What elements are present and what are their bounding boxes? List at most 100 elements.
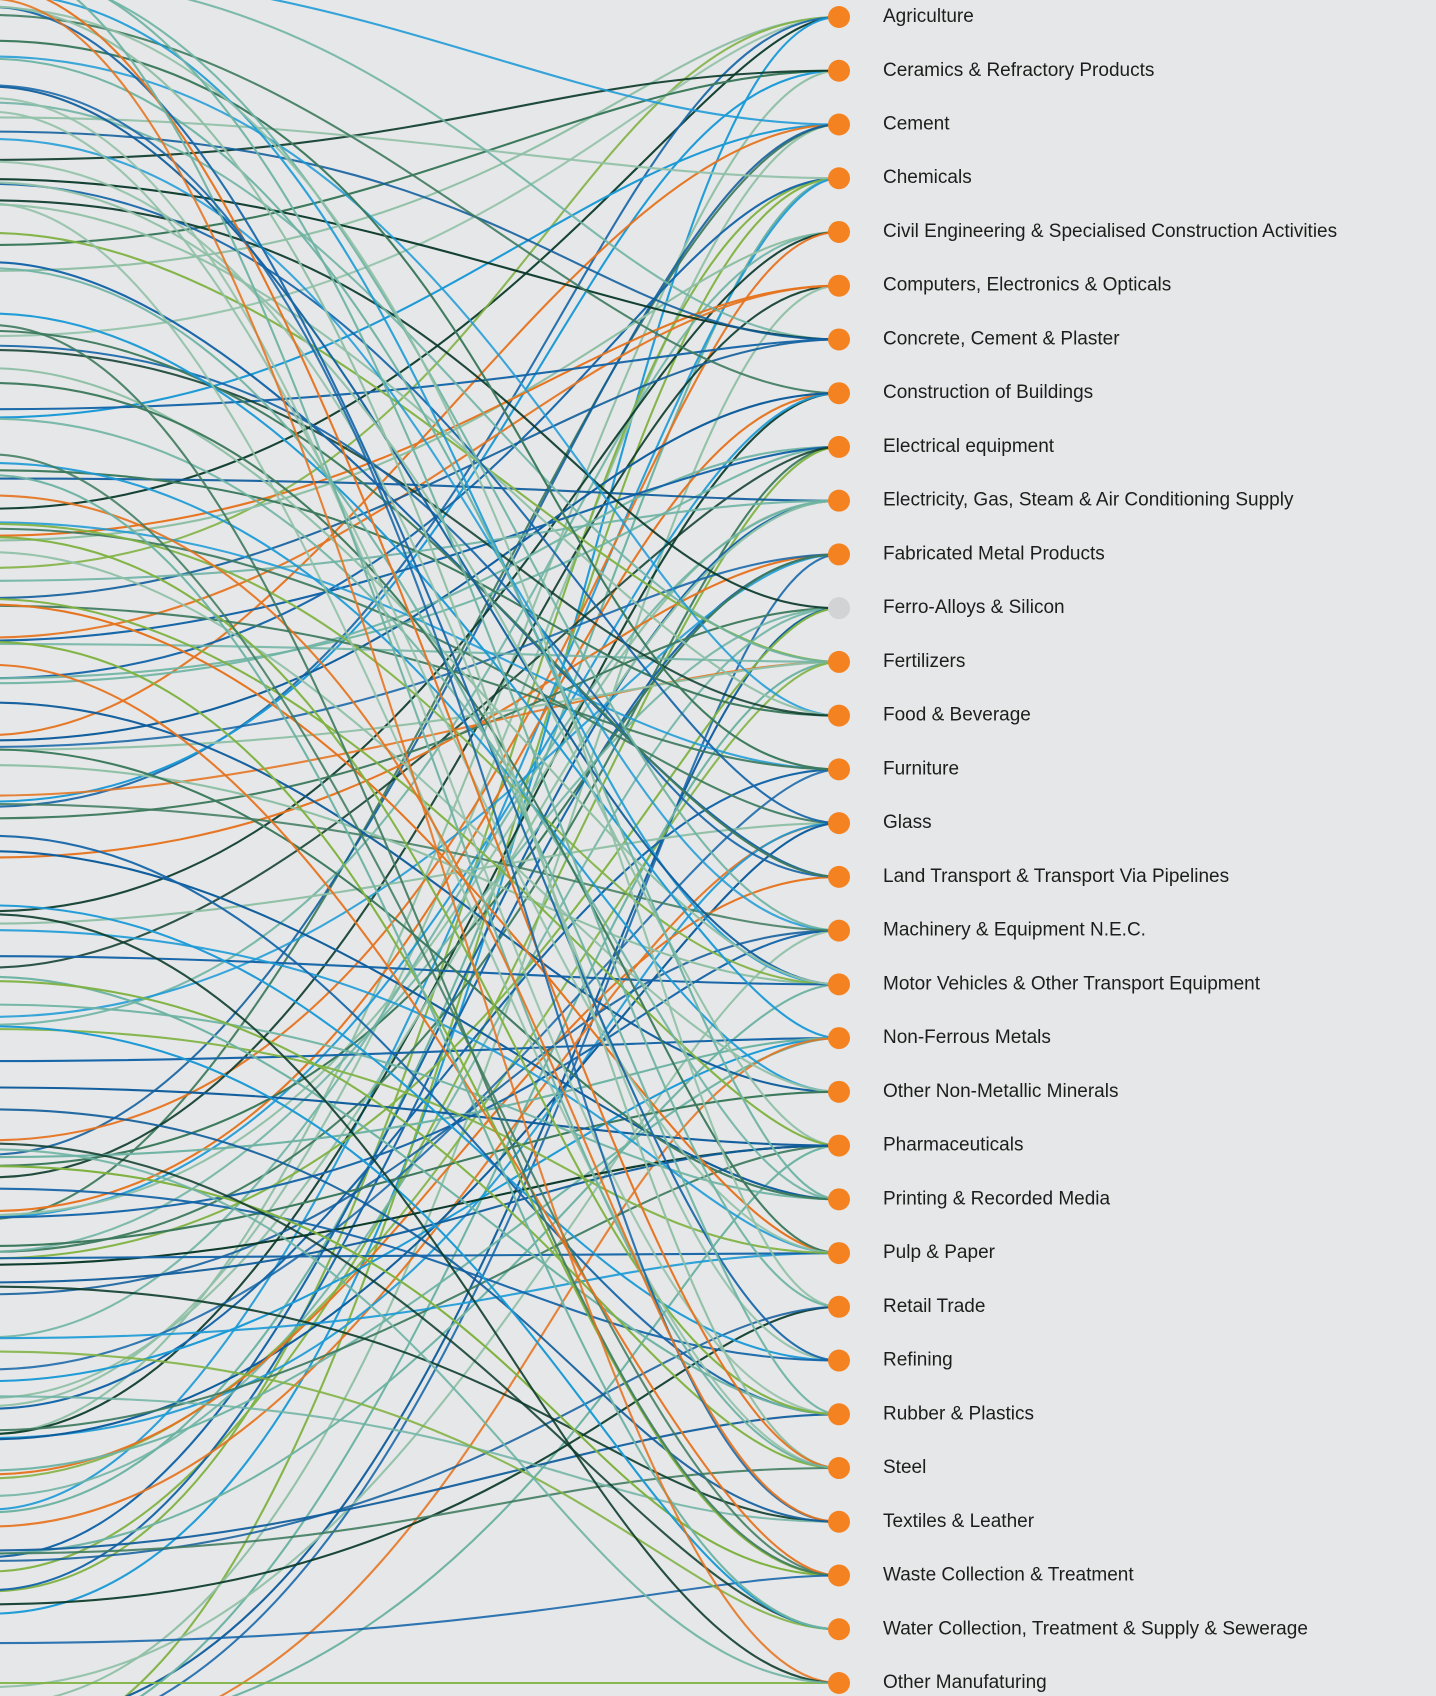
link bbox=[0, 598, 840, 1147]
link bbox=[0, 1142, 840, 1631]
node-dot bbox=[828, 1134, 850, 1157]
node-label: Agriculture bbox=[883, 6, 974, 27]
node-label: Electrical equipment bbox=[883, 436, 1055, 457]
link bbox=[0, 58, 840, 1201]
link bbox=[0, 330, 840, 878]
link bbox=[0, 607, 840, 1497]
link bbox=[0, 701, 840, 1093]
link bbox=[0, 1466, 840, 1555]
link bbox=[0, 39, 840, 771]
node-dot bbox=[828, 382, 850, 405]
node-dot bbox=[828, 650, 850, 673]
link bbox=[0, 1350, 840, 1631]
link bbox=[0, 445, 840, 685]
link bbox=[0, 1108, 840, 1523]
link bbox=[0, 55, 840, 717]
link bbox=[0, 1395, 840, 1523]
link bbox=[0, 1090, 840, 1247]
link bbox=[0, 822, 840, 1439]
link bbox=[0, 338, 840, 411]
link bbox=[0, 160, 840, 1362]
link bbox=[75, 0, 840, 1470]
link bbox=[0, 418, 840, 1201]
link bbox=[0, 983, 840, 1555]
link bbox=[107, 0, 840, 1308]
link bbox=[0, 116, 840, 180]
link bbox=[0, 768, 840, 1410]
node-label: Food & Beverage bbox=[883, 705, 1031, 726]
node-label: Steel bbox=[883, 1457, 926, 1478]
nodes: Agriculture Ceramics & Refractory Product… bbox=[828, 6, 1337, 1694]
link bbox=[0, 1148, 840, 1685]
link bbox=[0, 803, 840, 932]
node-dot bbox=[828, 220, 850, 243]
link bbox=[0, 6, 840, 1470]
link bbox=[0, 15, 840, 808]
link bbox=[0, 664, 840, 1577]
node-label: Fertilizers bbox=[883, 651, 965, 672]
link bbox=[0, 0, 840, 1685]
link bbox=[0, 123, 840, 1220]
link bbox=[218, 1037, 840, 1696]
link bbox=[0, 445, 840, 680]
node-label: Ferro-Alloys & Silicon bbox=[883, 597, 1065, 618]
link bbox=[0, 1144, 840, 1432]
link bbox=[0, 607, 840, 820]
node-label: Glass bbox=[883, 812, 932, 833]
link bbox=[0, 976, 840, 1416]
link bbox=[0, 822, 840, 925]
link bbox=[0, 284, 840, 1178]
link bbox=[0, 15, 840, 272]
link bbox=[0, 324, 840, 1577]
link bbox=[0, 1252, 840, 1260]
link bbox=[270, 0, 840, 126]
link bbox=[0, 875, 840, 1475]
node-dot bbox=[828, 167, 850, 190]
link bbox=[0, 1574, 840, 1645]
link bbox=[0, 230, 840, 1141]
node-label: Waste Collection & Treatment bbox=[883, 1565, 1134, 1586]
node-label: Motor Vehicles & Other Transport Equipme… bbox=[883, 973, 1261, 994]
link bbox=[0, 1413, 840, 1552]
node-dot bbox=[828, 1457, 850, 1480]
link bbox=[0, 15, 840, 337]
link bbox=[0, 101, 840, 663]
link bbox=[0, 14, 840, 395]
link bbox=[0, 1252, 840, 1340]
link bbox=[0, 553, 840, 1018]
link bbox=[0, 913, 840, 1685]
link bbox=[0, 469, 840, 717]
link bbox=[0, 955, 840, 986]
node-dot bbox=[828, 1349, 850, 1372]
node-label: Civil Engineering & Specialised Construc… bbox=[883, 221, 1337, 242]
node-label: Construction of Buildings bbox=[883, 382, 1093, 403]
link bbox=[0, 748, 840, 1201]
node-dot bbox=[828, 1188, 850, 1211]
link bbox=[0, 474, 840, 1631]
link bbox=[0, 177, 840, 1513]
link bbox=[0, 1305, 840, 1562]
node-dot bbox=[828, 1510, 850, 1533]
link bbox=[139, 660, 840, 1696]
node-label: Machinery & Equipment N.E.C. bbox=[883, 920, 1146, 941]
node-label: Other Manufaturing bbox=[883, 1672, 1047, 1693]
node-dot bbox=[828, 59, 850, 82]
node-dot bbox=[828, 1672, 850, 1694]
link bbox=[186, 0, 840, 341]
link bbox=[107, 0, 840, 932]
node-dot bbox=[828, 1242, 850, 1265]
link bbox=[0, 607, 840, 1260]
node-label: Refining bbox=[883, 1350, 953, 1371]
link bbox=[0, 1025, 840, 1631]
link bbox=[0, 553, 840, 859]
link bbox=[0, 454, 840, 1577]
link bbox=[0, 1086, 840, 1147]
node-dot bbox=[828, 1080, 850, 1103]
link bbox=[44, 0, 840, 1470]
link bbox=[158, 553, 840, 1696]
node-label: Furniture bbox=[883, 758, 959, 779]
node-label: Computers, Electronics & Opticals bbox=[883, 275, 1171, 296]
link bbox=[0, 183, 840, 825]
node-label: Pulp & Paper bbox=[883, 1242, 996, 1263]
